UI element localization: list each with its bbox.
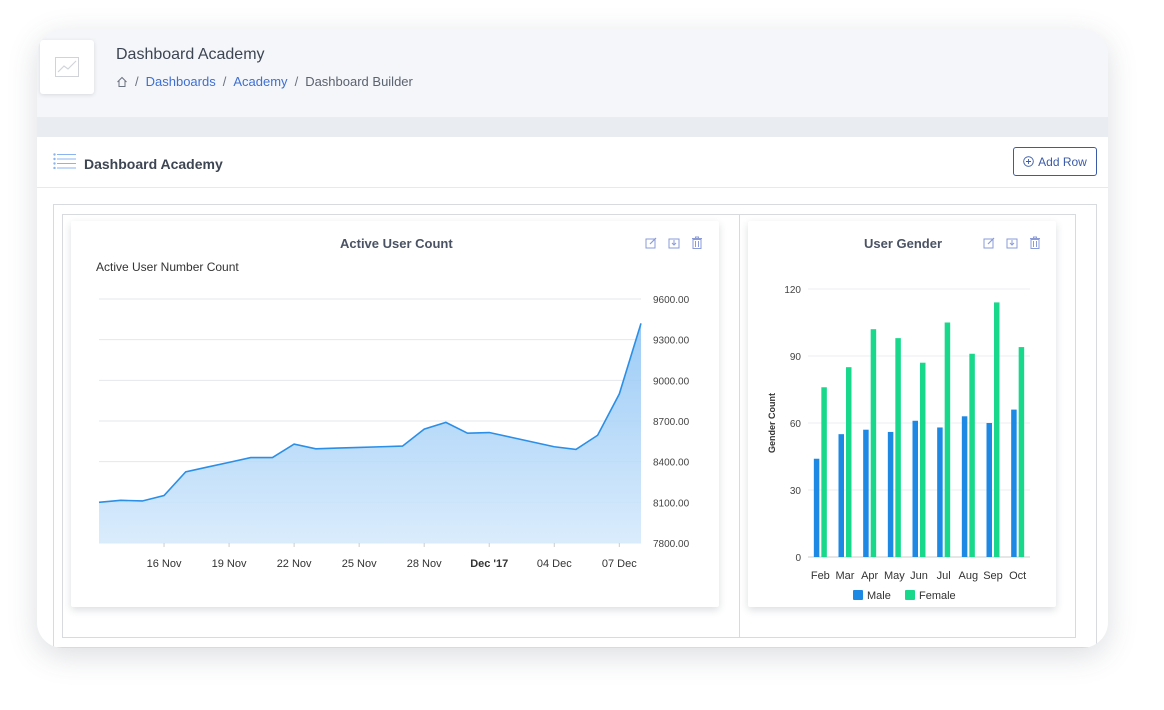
bar-male — [1011, 409, 1017, 557]
breadcrumb-separator: / — [135, 74, 139, 89]
bar-male — [961, 416, 968, 557]
chart-title: Active User Number Count — [96, 260, 239, 274]
bar-female — [994, 302, 1000, 557]
app-window: Dashboard Academy / Dashboards / Academy… — [37, 29, 1108, 648]
y-tick-label: 8700.00 — [653, 417, 690, 428]
card-title: User Gender — [864, 236, 943, 251]
x-tick-label: 07 Dec — [602, 558, 637, 570]
legend-label: Male — [867, 590, 891, 602]
legend-swatch — [905, 590, 915, 600]
y-tick-label: 90 — [790, 352, 802, 363]
x-tick-label: May — [884, 570, 905, 582]
bar-male — [912, 420, 918, 557]
card-toolbar — [981, 235, 1042, 250]
user-gender-bar-chart: 0 30 60 90 120 Gender Count Feb Mar Apr May Jun Jul… — [767, 285, 1030, 602]
breadcrumb: / Dashboards / Academy / Dashboard Build… — [116, 74, 413, 89]
series-line — [98, 323, 642, 504]
line-chart-icon — [55, 57, 79, 77]
add-row-button[interactable]: Add Row — [1013, 147, 1097, 176]
panel-title: Dashboard Academy — [84, 156, 223, 172]
home-icon[interactable] — [116, 76, 128, 88]
breadcrumb-separator: / — [222, 74, 227, 89]
x-tick-label: 19 Nov — [212, 558, 247, 570]
bar-female — [1018, 347, 1025, 557]
bar-female — [920, 362, 926, 557]
x-tick-label: 16 Nov — [147, 558, 182, 570]
breadcrumb-separator: / — [294, 74, 299, 89]
bar-male — [838, 434, 844, 557]
y-tick-label: 30 — [790, 486, 802, 497]
x-tick-label: 25 Nov — [342, 558, 377, 570]
bar-female — [895, 338, 901, 557]
x-tick-label: Oct — [1009, 570, 1026, 582]
page-logo — [40, 40, 94, 94]
x-tick-label: Aug — [959, 570, 979, 582]
dashboard-row — [53, 204, 1097, 648]
breadcrumb-dashboards[interactable]: Dashboards — [145, 74, 216, 89]
add-row-label: Add Row — [1038, 154, 1087, 169]
x-tick-label: Sep — [983, 570, 1003, 582]
x-tick-label: 22 Nov — [277, 558, 312, 570]
y-tick-label: 9000.00 — [653, 376, 690, 387]
column-divider — [739, 214, 740, 638]
page-title: Dashboard Academy — [116, 46, 265, 63]
y-tick-label: 120 — [784, 285, 801, 296]
bar-female — [944, 322, 951, 557]
page-header: Dashboard Academy / Dashboards / Academy… — [37, 29, 1108, 117]
legend-label: Female — [919, 590, 956, 602]
bar-male — [863, 429, 869, 557]
y-axis-label: Gender Count — [767, 393, 777, 453]
legend-swatch — [853, 590, 863, 600]
panel-header: Dashboard Academy Add Row — [37, 137, 1108, 188]
x-tick-label: 28 Nov — [407, 558, 442, 570]
x-tick-label: Feb — [811, 570, 830, 582]
dashboard-row-inner — [62, 214, 1076, 638]
plus-circle-icon — [1023, 156, 1034, 167]
bar-male — [986, 423, 992, 557]
x-tick-label: 04 Dec — [537, 558, 572, 570]
card-title: Active User Count — [340, 236, 453, 251]
trash-icon[interactable] — [1027, 235, 1042, 250]
y-tick-label: 0 — [795, 553, 801, 564]
y-tick-label: 8100.00 — [653, 498, 690, 509]
y-tick-label: 8400.00 — [653, 458, 690, 469]
card-toolbar — [643, 235, 704, 250]
y-tick-label: 9600.00 — [653, 295, 690, 306]
bar-female — [969, 353, 975, 557]
edit-icon[interactable] — [981, 235, 996, 250]
area-fill — [99, 323, 641, 543]
dashboard-panel: Dashboard Academy Add Row Active User Co… — [37, 137, 1108, 648]
x-tick-label: Jul — [937, 570, 951, 582]
list-icon — [53, 153, 77, 174]
bar-male — [887, 431, 894, 557]
y-tick-label: 9300.00 — [653, 336, 690, 347]
y-tick-label: 60 — [790, 419, 802, 430]
header-divider — [37, 117, 1108, 137]
x-tick-label: Dec '17 — [470, 558, 508, 570]
edit-icon[interactable] — [643, 235, 658, 250]
trash-icon[interactable] — [689, 235, 704, 250]
user-gender-card: User Gender 0 30 60 90 120 Gender Count Feb Mar… — [748, 221, 1056, 607]
bar-female — [846, 367, 852, 557]
download-icon[interactable] — [1004, 235, 1019, 250]
download-icon[interactable] — [666, 235, 681, 250]
x-tick-label: Jun — [910, 570, 928, 582]
x-tick-label: Mar — [836, 570, 855, 582]
bar-female — [870, 329, 877, 557]
breadcrumb-current: Dashboard Builder — [305, 74, 413, 89]
x-tick-label: Apr — [861, 570, 878, 582]
active-user-card: Active User Count Active User Number Cou… — [71, 221, 719, 607]
y-tick-label: 7800.00 — [653, 539, 690, 550]
breadcrumb-academy[interactable]: Academy — [233, 74, 288, 89]
bar-male — [813, 458, 820, 557]
active-user-area-chart: Active User Number Count 9600.00 9300.00 90… — [96, 260, 690, 570]
bar-female — [821, 387, 827, 557]
bar-male — [937, 427, 943, 557]
